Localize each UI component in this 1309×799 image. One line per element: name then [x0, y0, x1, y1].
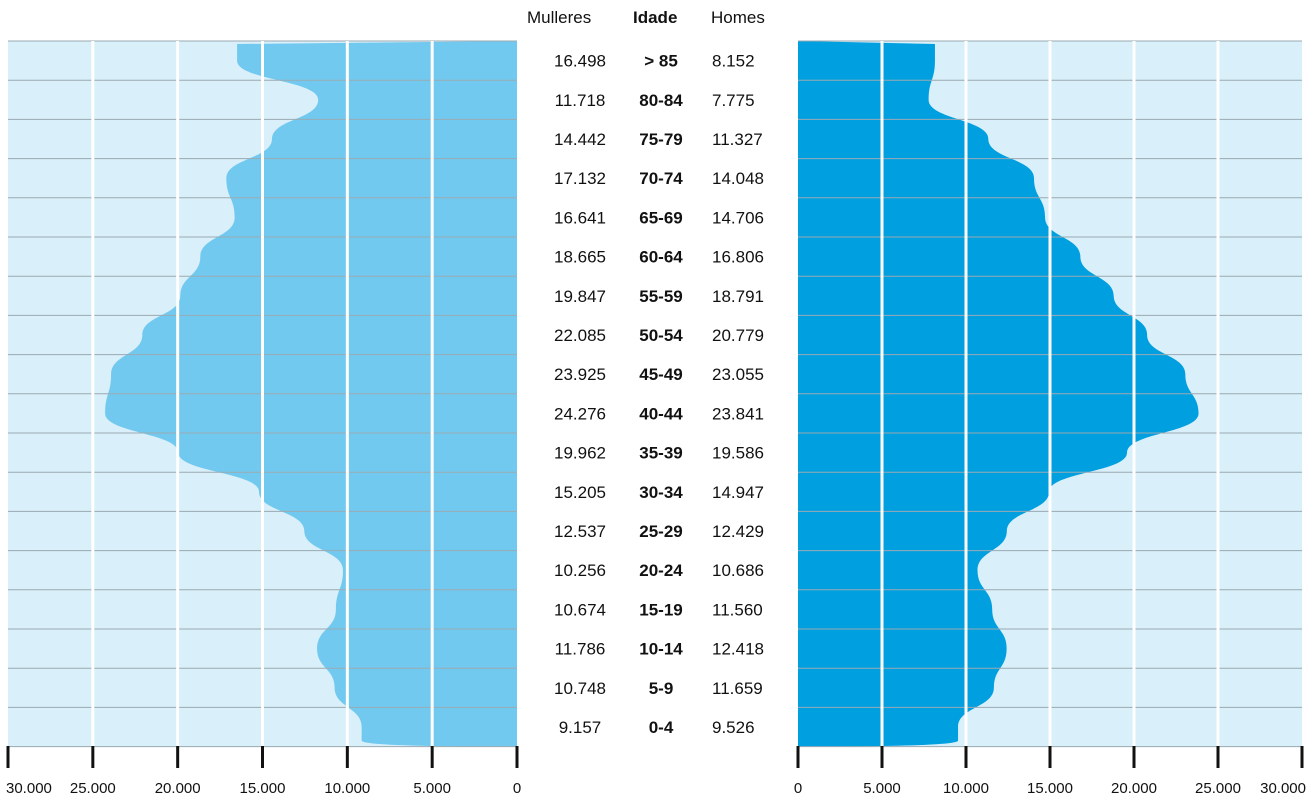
women-tick-label: 20.000 — [155, 780, 201, 797]
men-value-label: 11.659 — [712, 679, 763, 698]
age-group-label: 20-24 — [639, 561, 683, 580]
men-value-label: 8.152 — [712, 52, 755, 71]
age-group-label: 10-14 — [639, 640, 683, 659]
women-tick-label: 10.000 — [324, 780, 370, 797]
women-value-label: 16.641 — [554, 208, 606, 227]
age-group-label: 65-69 — [639, 208, 682, 227]
age-group-label: 15-19 — [639, 600, 682, 619]
age-group-label: > 85 — [644, 52, 678, 71]
men-value-label: 14.048 — [712, 169, 764, 188]
age-group-label: 0-4 — [649, 718, 674, 737]
men-value-label: 10.686 — [712, 561, 764, 580]
men-value-label: 18.791 — [712, 287, 764, 306]
men-value-label: 9.526 — [712, 718, 755, 737]
men-tick-label: 5.000 — [863, 780, 901, 797]
women-value-label: 11.718 — [555, 91, 606, 110]
women-tick-label: 25.000 — [70, 780, 116, 797]
men-value-label: 14.947 — [712, 483, 764, 502]
women-value-label: 15.205 — [554, 483, 606, 502]
women-tick-label: 5.000 — [413, 780, 451, 797]
age-group-label: 30-34 — [639, 483, 683, 502]
women-value-label: 12.537 — [554, 522, 606, 541]
age-group-label: 75-79 — [639, 130, 682, 149]
women-value-label: 24.276 — [554, 404, 606, 423]
women-value-label: 23.925 — [554, 365, 606, 384]
women-value-label: 10.256 — [554, 561, 606, 580]
women-value-label: 11.786 — [555, 640, 606, 659]
men-tick-label: 15.000 — [1027, 780, 1073, 797]
men-tick-label: 20.000 — [1111, 780, 1157, 797]
age-group-label: 45-49 — [639, 365, 682, 384]
women-value-label: 19.847 — [554, 287, 606, 306]
men-value-label: 11.560 — [712, 600, 763, 619]
women-value-label: 14.442 — [554, 130, 606, 149]
men-value-label: 23.841 — [712, 404, 764, 423]
women-value-label: 19.962 — [554, 444, 606, 463]
women-tick-label: 30.000 — [6, 780, 52, 797]
women-value-label: 22.085 — [554, 326, 606, 345]
women-tick-label: 15.000 — [240, 780, 286, 797]
header-age-label: Idade — [633, 8, 678, 27]
men-tick-label: 10.000 — [943, 780, 989, 797]
men-value-label: 12.429 — [712, 522, 764, 541]
header-men-label: Homes — [711, 8, 765, 27]
men-value-label: 12.418 — [712, 640, 764, 659]
women-value-label: 9.157 — [559, 718, 602, 737]
men-value-label: 16.806 — [712, 248, 764, 267]
women-value-label: 10.674 — [554, 600, 606, 619]
age-group-label: 60-64 — [639, 248, 683, 267]
men-tick-label: 0 — [794, 780, 802, 797]
men-value-label: 19.586 — [712, 444, 764, 463]
women-value-label: 16.498 — [554, 52, 606, 71]
age-group-label: 25-29 — [639, 522, 682, 541]
age-group-label: 70-74 — [639, 169, 683, 188]
women-tick-label: 0 — [513, 780, 521, 797]
men-tick-label: 25.000 — [1195, 780, 1241, 797]
men-value-label: 14.706 — [712, 208, 764, 227]
men-value-label: 11.327 — [712, 130, 763, 149]
age-group-label: 35-39 — [639, 444, 682, 463]
men-value-label: 7.775 — [712, 91, 755, 110]
men-tick-label: 30.000 — [1260, 780, 1306, 797]
women-value-label: 10.748 — [554, 679, 606, 698]
men-value-label: 20.779 — [712, 326, 764, 345]
women-value-label: 18.665 — [554, 248, 606, 267]
men-value-label: 23.055 — [712, 365, 764, 384]
age-group-label: 55-59 — [639, 287, 682, 306]
age-group-label: 50-54 — [639, 326, 683, 345]
age-group-label: 5-9 — [649, 679, 674, 698]
age-group-label: 80-84 — [639, 91, 683, 110]
header-women-label: Mulleres — [527, 8, 592, 27]
women-value-label: 17.132 — [554, 169, 606, 188]
age-group-label: 40-44 — [639, 404, 683, 423]
